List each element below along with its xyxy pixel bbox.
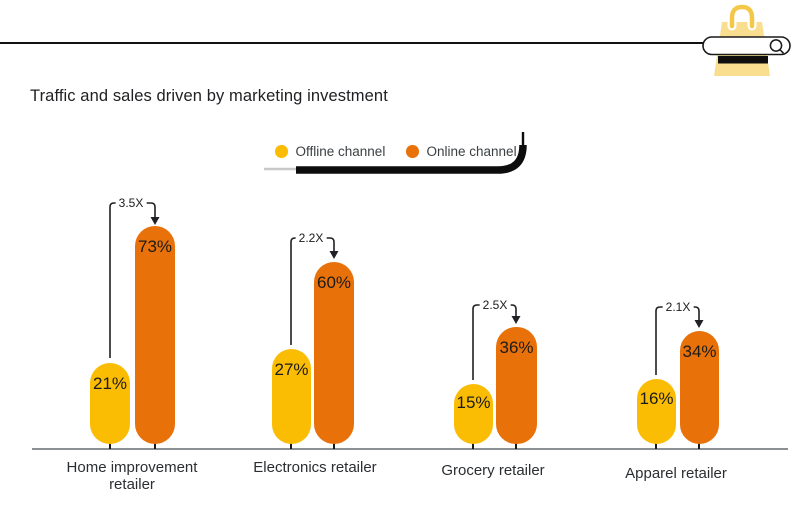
arrow-down-icon	[511, 316, 521, 324]
shopping-bag-icon	[702, 2, 791, 76]
multiplier-annotation-home	[109, 202, 160, 358]
bar-value-label: 34%	[682, 342, 717, 361]
search-bar[interactable]	[702, 36, 791, 56]
arrow-down-icon	[150, 217, 160, 225]
legend-item-offline: Offline channel	[275, 144, 385, 159]
legend-swoosh-decoration	[264, 132, 527, 174]
legend-label-offline: Offline channel	[295, 144, 386, 159]
bar-value-label: 16%	[639, 389, 674, 408]
multiplier-label-home: 3.5X	[115, 196, 147, 211]
bar-offline-home: 21%	[90, 363, 130, 444]
bar-value-label: 73%	[137, 237, 173, 256]
multiplier-annotation-grocery	[472, 304, 521, 380]
category-label-electronics: Electronics retailer	[253, 459, 377, 476]
multiplier-label-electronics: 2.2X	[295, 231, 327, 246]
multiplier-label-apparel: 2.1X	[662, 300, 694, 315]
legend-item-online: Online channel	[406, 144, 517, 159]
legend-label-online: Online channel	[426, 144, 517, 159]
bar-value-label: 60%	[316, 273, 352, 292]
category-label-apparel: Apparel retailer	[625, 465, 727, 482]
legend-swatch-offline	[275, 145, 288, 158]
bar-offline-grocery: 15%	[454, 384, 493, 444]
axis-baseline	[32, 448, 788, 450]
multiplier-label-grocery: 2.5X	[479, 298, 511, 313]
bar-online-grocery: 36%	[496, 327, 537, 444]
bar-value-label: 36%	[499, 338, 534, 357]
bar-offline-electronics: 27%	[272, 349, 311, 444]
category-label-home: Home improvement retailer	[66, 459, 198, 493]
arrow-down-icon	[694, 320, 704, 328]
bar-offline-apparel: 16%	[637, 379, 676, 444]
bag-shadow-band	[718, 56, 768, 64]
page-title: Traffic and sales driven by marketing in…	[30, 87, 388, 105]
bag-handle	[729, 4, 755, 29]
bar-online-electronics: 60%	[314, 262, 354, 444]
bar-online-apparel: 34%	[680, 331, 719, 444]
multiplier-annotation-electronics	[290, 237, 339, 345]
category-label-grocery: Grocery retailer	[441, 462, 545, 479]
legend-swatch-online	[406, 145, 419, 158]
bar-value-label: 15%	[456, 393, 491, 412]
arrow-down-icon	[329, 251, 339, 259]
bar-value-label: 27%	[274, 360, 309, 379]
header-divider-line	[0, 42, 706, 44]
search-icon[interactable]	[769, 39, 785, 54]
bar-value-label: 21%	[92, 374, 128, 393]
bar-online-home: 73%	[135, 226, 175, 444]
